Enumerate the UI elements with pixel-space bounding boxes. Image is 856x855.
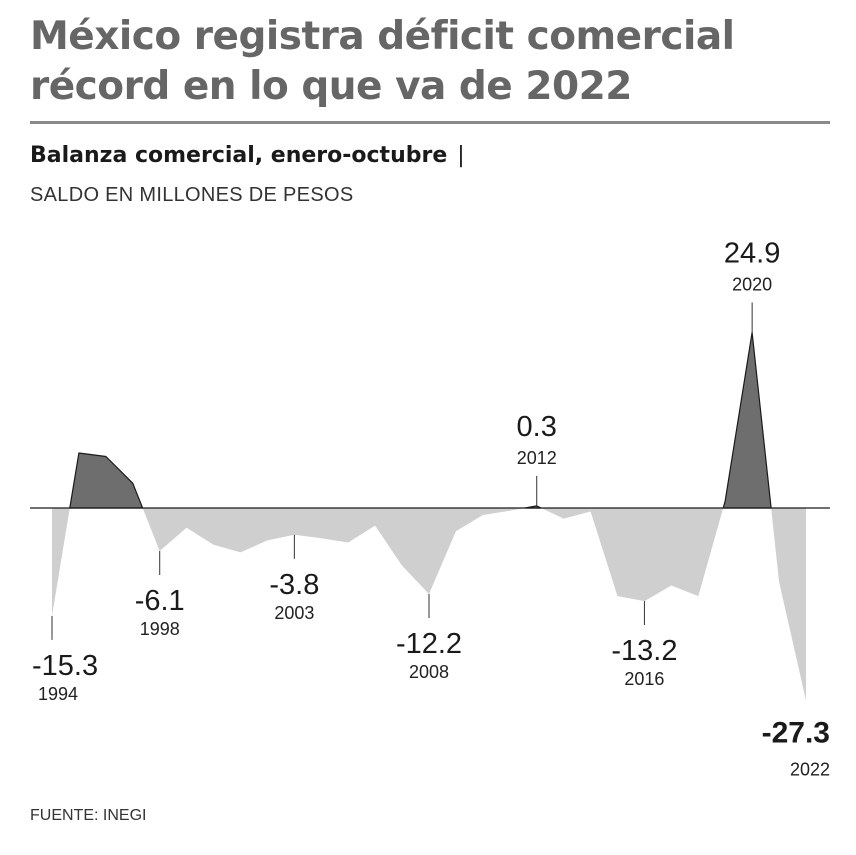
surplus-area	[69, 452, 144, 509]
year-label-2008: 2008	[409, 662, 449, 682]
chart-subtitle: Balanza comercial, enero-octubre |	[30, 143, 465, 168]
value-label-2008: -12.2	[396, 628, 462, 660]
chart-subtitle-text: Balanza comercial, enero-octubre	[30, 143, 448, 168]
year-label-2012: 2012	[517, 448, 557, 468]
year-label-2022: 2022	[790, 759, 830, 779]
deficit-area	[142, 508, 526, 594]
surplus-area	[722, 331, 772, 509]
value-label-2012: 0.3	[517, 411, 557, 443]
value-label-2022: -27.3	[762, 716, 830, 749]
value-label-2016: -13.2	[611, 635, 677, 667]
year-label-1994: 1994	[38, 684, 78, 704]
deficit-area	[52, 508, 70, 616]
value-label-2020: 24.9	[724, 237, 780, 269]
deficit-area	[541, 508, 724, 602]
source-note: FUENTE: INEGI	[30, 807, 147, 824]
value-label-1998: -6.1	[135, 585, 185, 617]
deficit-area	[771, 508, 806, 701]
area-layer	[30, 331, 830, 701]
year-label-2016: 2016	[624, 669, 664, 689]
chart-title: México registra déficit comercial récord…	[30, 12, 830, 112]
year-label-1998: 1998	[140, 619, 180, 639]
value-label-2003: -3.8	[269, 569, 319, 601]
unit-label: SALDO EN MILLONES DE PESOS	[30, 184, 354, 206]
chart-title-line1: México registra déficit comercial	[30, 14, 735, 59]
chart-title-line2: récord en lo que va de 2022	[30, 64, 632, 109]
year-label-2020: 2020	[732, 274, 772, 294]
year-label-2003: 2003	[274, 603, 314, 623]
title-divider	[30, 121, 830, 124]
subtitle-separator: |	[457, 143, 465, 168]
value-label-1994: -15.3	[32, 650, 98, 682]
leader-lines	[51, 302, 753, 640]
